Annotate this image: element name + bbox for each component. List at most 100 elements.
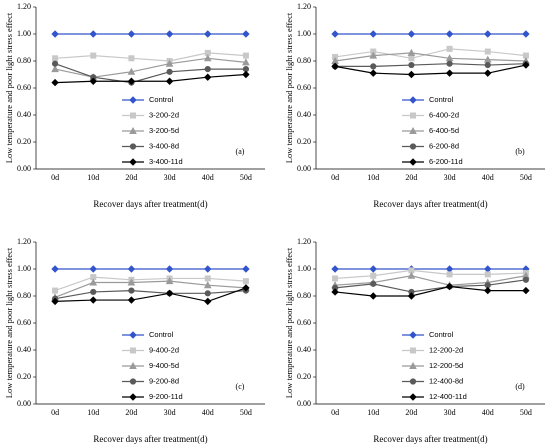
legend-label: 6-400-2d xyxy=(429,110,459,119)
data-point xyxy=(127,296,136,304)
legend-marker xyxy=(409,96,417,104)
series-line xyxy=(55,52,246,62)
y-tick-label: 0.80 xyxy=(17,56,31,65)
data-point xyxy=(522,30,530,38)
series-line xyxy=(335,269,526,280)
legend-marker xyxy=(409,331,417,339)
data-point xyxy=(166,68,173,75)
legend: Control 9-400-2d 9-400-5d 9-200-8d 9-200-11d xyxy=(122,330,183,401)
data-point xyxy=(89,265,97,273)
legend: Control 3-200-2d 3-200-5d 3-400-8d 3-400-11d xyxy=(122,95,183,166)
data-point xyxy=(242,58,250,66)
data-point xyxy=(408,55,415,62)
data-point xyxy=(203,54,212,62)
y-tick-label: 1.00 xyxy=(297,29,311,38)
y-tick-label: 1.00 xyxy=(17,29,31,38)
legend-label: Control xyxy=(429,330,454,339)
data-point xyxy=(331,30,339,38)
y-tick-label: 0.40 xyxy=(297,345,311,354)
data-point xyxy=(370,272,377,279)
data-point xyxy=(203,281,212,289)
data-point xyxy=(51,30,59,38)
data-point xyxy=(369,69,377,77)
legend-marker xyxy=(409,361,417,369)
y-axis-label: Low temperature and poor light stress ef… xyxy=(4,247,14,398)
x-tick-label: 10d xyxy=(367,408,379,417)
data-point xyxy=(128,287,135,294)
data-point xyxy=(484,286,492,295)
data-point xyxy=(165,289,174,298)
data-point xyxy=(165,277,174,285)
series-line xyxy=(55,73,246,84)
legend-marker xyxy=(410,347,416,354)
legend-label: 9-400-5d xyxy=(149,361,179,370)
data-point xyxy=(204,275,211,282)
data-point xyxy=(128,55,135,62)
x-tick-label: 40d xyxy=(202,173,214,182)
legend-marker xyxy=(129,361,137,369)
legend-marker xyxy=(129,158,137,166)
y-tick-label: 0.00 xyxy=(297,164,311,173)
data-point xyxy=(242,278,249,285)
y-tick-label: 0.60 xyxy=(297,318,311,327)
panel-label: (a) xyxy=(236,147,245,156)
data-point xyxy=(242,284,250,292)
y-axis-label: Low temperature and poor light stress ef… xyxy=(4,12,14,163)
y-tick-label: 0.00 xyxy=(17,399,31,408)
legend-marker xyxy=(130,112,136,119)
x-tick-label: 10d xyxy=(87,173,99,182)
data-point xyxy=(407,48,416,56)
series-line xyxy=(334,52,526,62)
x-tick-label: 50d xyxy=(520,173,532,182)
y-tick-label: 1.20 xyxy=(17,2,31,11)
x-tick-label: 40d xyxy=(482,408,494,417)
x-axis-label: Recover days after treatment(d) xyxy=(373,434,487,444)
data-point xyxy=(331,288,339,296)
data-point xyxy=(51,265,59,273)
data-point xyxy=(331,62,339,71)
x-tick-label: 30d xyxy=(164,173,176,182)
data-point xyxy=(204,66,211,73)
x-tick-label: 30d xyxy=(164,408,176,417)
data-point xyxy=(408,61,415,69)
data-point xyxy=(445,30,454,38)
y-axis-label: Low temperature and poor light stress ef… xyxy=(284,12,294,163)
x-tick-label: 50d xyxy=(240,408,252,417)
y-tick-label: 0.00 xyxy=(17,164,31,173)
x-tick-label: 50d xyxy=(240,173,252,182)
y-tick-label: 0.00 xyxy=(297,399,311,408)
legend-label: 3-400-8d xyxy=(149,141,179,150)
data-point xyxy=(370,63,377,70)
data-point xyxy=(446,45,453,52)
y-tick-label: 0.80 xyxy=(17,291,31,300)
data-point xyxy=(165,265,174,273)
series-line xyxy=(335,275,527,286)
data-point xyxy=(90,52,97,59)
x-axis-label: Recover days after treatment(d) xyxy=(93,199,207,209)
legend-marker xyxy=(129,331,137,339)
data-point xyxy=(407,70,416,79)
series-line xyxy=(55,287,247,303)
legend-label: 12-200-2d xyxy=(429,345,463,354)
x-tick-label: 30d xyxy=(444,173,456,182)
legend-marker xyxy=(409,158,417,166)
series-line xyxy=(334,48,526,59)
series-line xyxy=(334,64,527,76)
y-tick-label: 1.20 xyxy=(17,237,31,246)
legend-label: 12-200-5d xyxy=(429,361,463,370)
chart-panel: 0.00 0.20 0.40 0.60 0.80 1.00 1.20 0d 10d 20d 30d 4… xyxy=(284,2,545,209)
y-tick-label: 1.00 xyxy=(297,264,311,273)
y-tick-label: 0.60 xyxy=(17,318,31,327)
data-point xyxy=(204,290,211,297)
legend-marker xyxy=(409,393,417,401)
data-point xyxy=(242,52,249,59)
data-point xyxy=(370,280,377,287)
data-point xyxy=(332,275,339,282)
data-point xyxy=(484,30,492,38)
y-tick-label: 0.40 xyxy=(17,345,31,354)
legend-label: 3-400-11d xyxy=(149,157,183,166)
x-axis-label: Recover days after treatment(d) xyxy=(373,199,487,209)
legend-label: 9-200-11d xyxy=(149,392,183,401)
y-tick-label: 0.20 xyxy=(17,372,31,381)
